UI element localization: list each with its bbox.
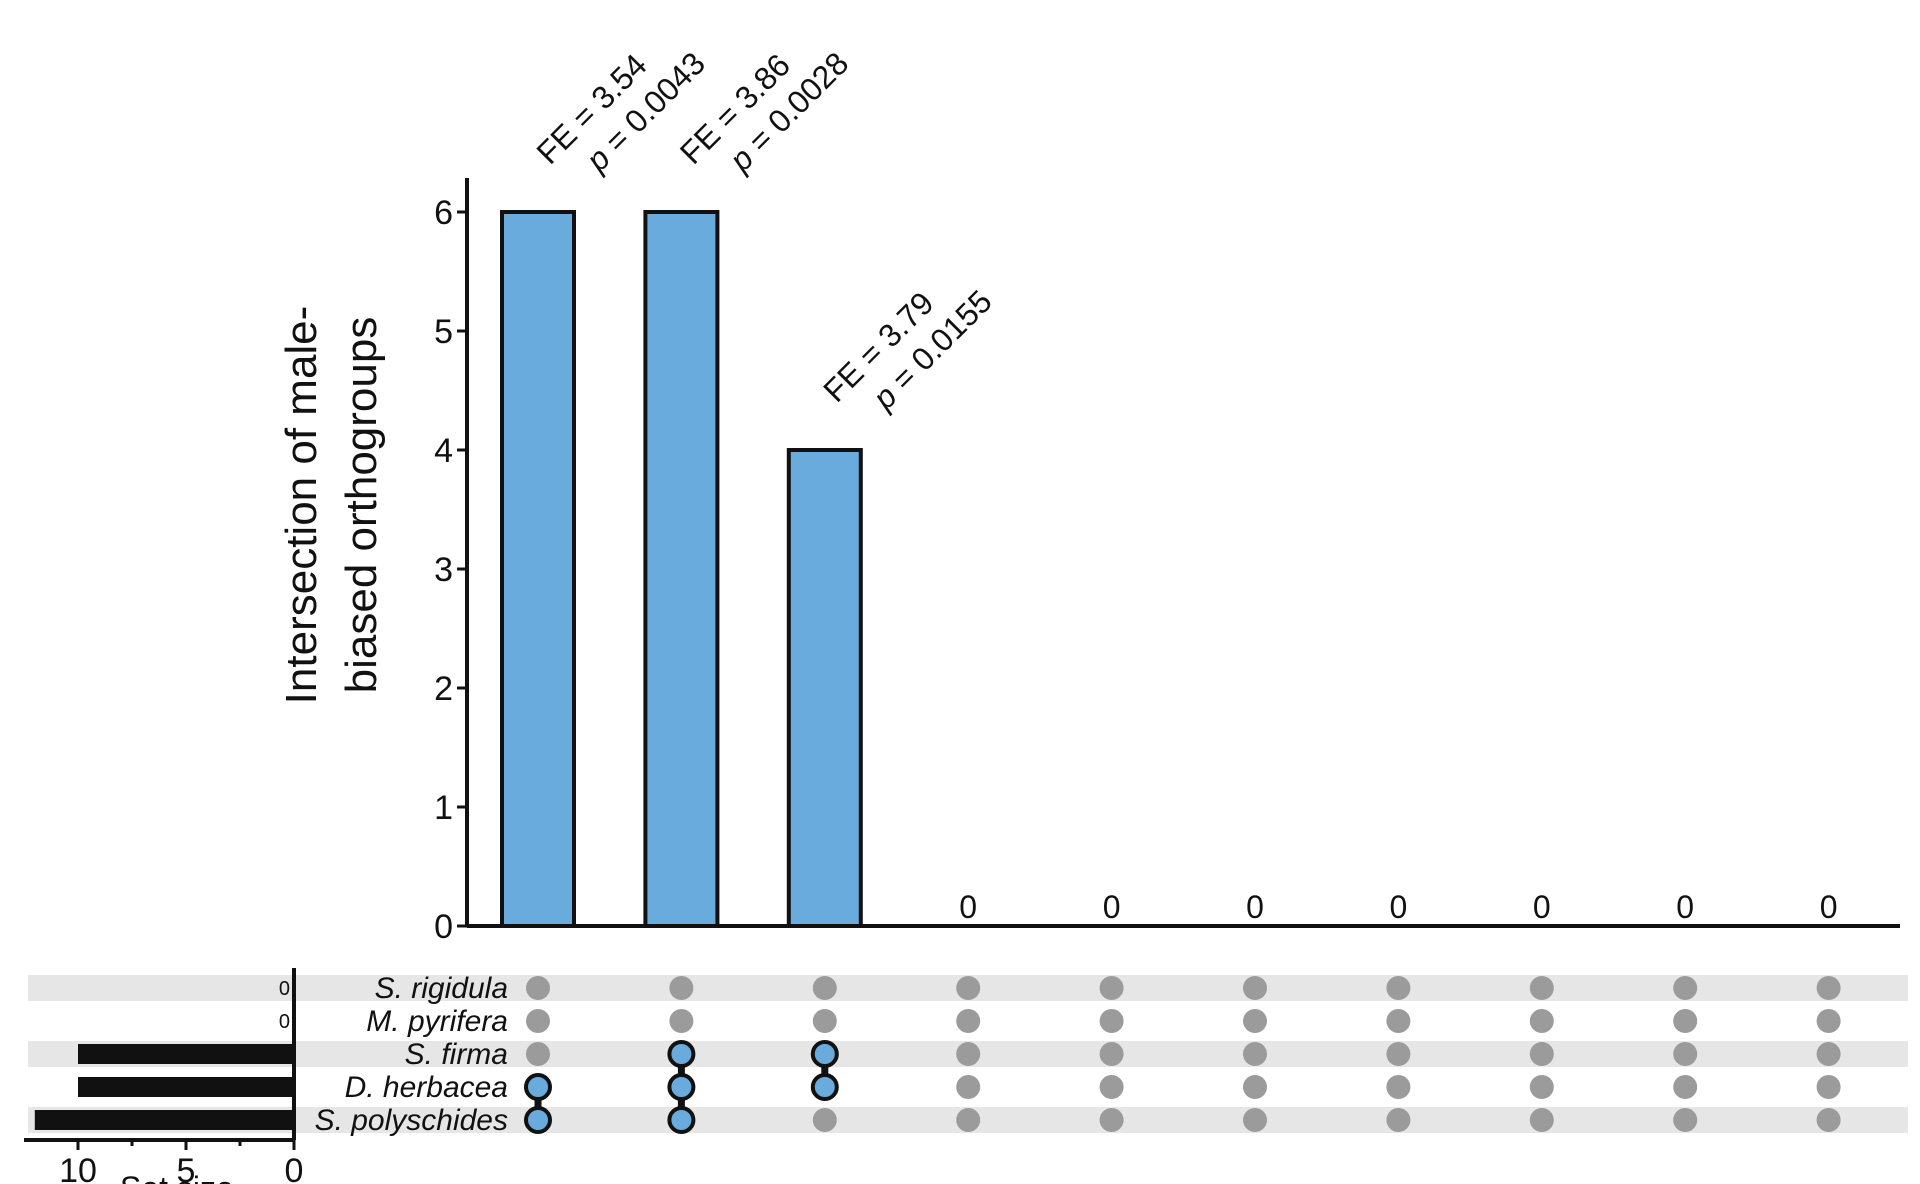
matrix-dot-4-4 — [956, 1075, 981, 1099]
matrix-dot-10-1 — [1816, 976, 1841, 1000]
set-size-bar-5 — [34, 1110, 295, 1130]
matrix-dot-3-4 — [810, 1073, 839, 1101]
set-size-value-1: 0 — [279, 978, 290, 1000]
matrix-dot-3-3 — [810, 1040, 839, 1068]
matrix-dot-4-2 — [956, 1009, 981, 1033]
y-axis-title-line-2: biased orthogroups — [337, 317, 386, 694]
y-tick-label-4: 4 — [434, 432, 453, 470]
matrix-dot-6-2 — [1243, 1009, 1267, 1033]
matrix-dot-5-1 — [1099, 976, 1124, 1000]
annotation-2: FE = 3.86p = 0.0028 — [673, 45, 856, 179]
matrix-dot-5-3 — [1099, 1042, 1124, 1066]
matrix-dot-6-3 — [1243, 1042, 1267, 1066]
y-tick-label-3: 3 — [434, 551, 453, 589]
set-label-3: S. firma — [405, 1038, 508, 1071]
matrix-dot-5-4 — [1099, 1075, 1124, 1099]
matrix-dot-1-5 — [524, 1106, 552, 1134]
matrix-dot-4-1 — [956, 976, 981, 1000]
matrix-dot-6-5 — [1243, 1108, 1267, 1132]
matrix-dot-2-2 — [669, 1009, 694, 1033]
set-label-2: M. pyrifera — [366, 1005, 508, 1038]
y-tick-label-5: 5 — [434, 313, 453, 351]
matrix-dot-7-2 — [1386, 1009, 1411, 1033]
matrix-dot-3-2 — [812, 1009, 837, 1033]
set-label-1: S. rigidula — [375, 972, 508, 1005]
set-size-value-2: 0 — [279, 1011, 290, 1033]
matrix-dot-4-3 — [956, 1042, 981, 1066]
matrix-dot-1-1 — [526, 976, 550, 1000]
bar-3 — [786, 448, 863, 928]
annotation-3: FE = 3.79p = 0.0155 — [816, 283, 999, 417]
intersection-bars: 0 0 0 0 0 0 0 — [500, 210, 1838, 928]
matrix-dot-4-5 — [956, 1108, 981, 1132]
bar-value-label-8: 0 — [1533, 889, 1551, 925]
y-tick-label-1: 1 — [434, 789, 453, 827]
y-tick-label-2: 2 — [434, 670, 453, 708]
set-label-5: S. polyschides — [315, 1104, 508, 1137]
matrix-dot-2-3 — [667, 1040, 696, 1068]
y-axis-title: Intersection of male- biased orthogroups — [277, 306, 386, 705]
bar-value-label-4: 0 — [959, 889, 977, 925]
matrix-dot-7-3 — [1386, 1042, 1411, 1066]
bar-value-label-10: 0 — [1820, 889, 1838, 925]
matrix-dot-9-3 — [1673, 1042, 1698, 1066]
bar-1 — [500, 210, 576, 928]
bar-value-label-5: 0 — [1103, 889, 1121, 925]
set-label-4: D. herbacea — [345, 1071, 508, 1104]
matrix-dot-9-1 — [1673, 976, 1698, 1000]
matrix-dot-9-4 — [1673, 1075, 1698, 1099]
matrix-dot-3-1 — [812, 976, 837, 1000]
annotation-1: FE = 3.54p = 0.0043 — [529, 45, 712, 179]
matrix-dot-9-2 — [1673, 1009, 1698, 1033]
matrix-dot-1-2 — [526, 1009, 550, 1033]
set-size-tick-label-5: 5 — [177, 1152, 196, 1184]
intersection-axes: 0 1 2 3 4 5 6 — [434, 178, 1900, 946]
set-size-tick-label-10: 10 — [59, 1152, 97, 1184]
matrix-dot-7-1 — [1386, 976, 1411, 1000]
set-size-bar-4 — [78, 1077, 294, 1097]
set-size-panel: 0 0 10 5 0 — [24, 968, 303, 1184]
matrix-dot-8-2 — [1529, 1009, 1554, 1033]
matrix-dot-9-5 — [1673, 1108, 1698, 1132]
bar-value-label-7: 0 — [1390, 889, 1408, 925]
matrix-dot-5-2 — [1099, 1009, 1124, 1033]
y-tick-label-0: 0 — [434, 908, 453, 946]
bar-value-label-6: 0 — [1246, 889, 1264, 925]
matrix-dot-1-3 — [526, 1042, 550, 1066]
matrix-dot-2-5 — [667, 1106, 696, 1134]
matrix-dot-10-2 — [1816, 1009, 1841, 1033]
matrix-dot-8-3 — [1529, 1042, 1554, 1066]
bar-value-label-9: 0 — [1676, 889, 1694, 925]
matrix-dot-2-1 — [669, 976, 694, 1000]
matrix-dot-5-5 — [1099, 1108, 1124, 1132]
matrix-dot-3-5 — [812, 1108, 837, 1132]
set-size-tick-label-0: 0 — [285, 1152, 304, 1184]
matrix-dot-7-5 — [1386, 1108, 1411, 1132]
matrix-dot-2-4 — [667, 1073, 696, 1101]
bar-2 — [643, 210, 720, 928]
matrix-dot-8-5 — [1529, 1108, 1554, 1132]
matrix-dot-6-4 — [1243, 1075, 1267, 1099]
matrix-dot-8-4 — [1529, 1075, 1554, 1099]
matrix-dot-1-4 — [524, 1073, 552, 1101]
matrix-dot-10-5 — [1816, 1108, 1841, 1132]
set-size-caption: Set size — [120, 1170, 234, 1184]
matrix-dot-7-4 — [1386, 1075, 1411, 1099]
matrix-dot-8-1 — [1529, 976, 1554, 1000]
y-tick-label-6: 6 — [434, 194, 453, 232]
y-axis-title-line-1: Intersection of male- — [277, 306, 326, 705]
matrix-dot-10-3 — [1816, 1042, 1841, 1066]
matrix-dot-10-4 — [1816, 1075, 1841, 1099]
set-size-bar-3 — [78, 1044, 294, 1064]
matrix-dot-6-1 — [1243, 976, 1267, 1000]
